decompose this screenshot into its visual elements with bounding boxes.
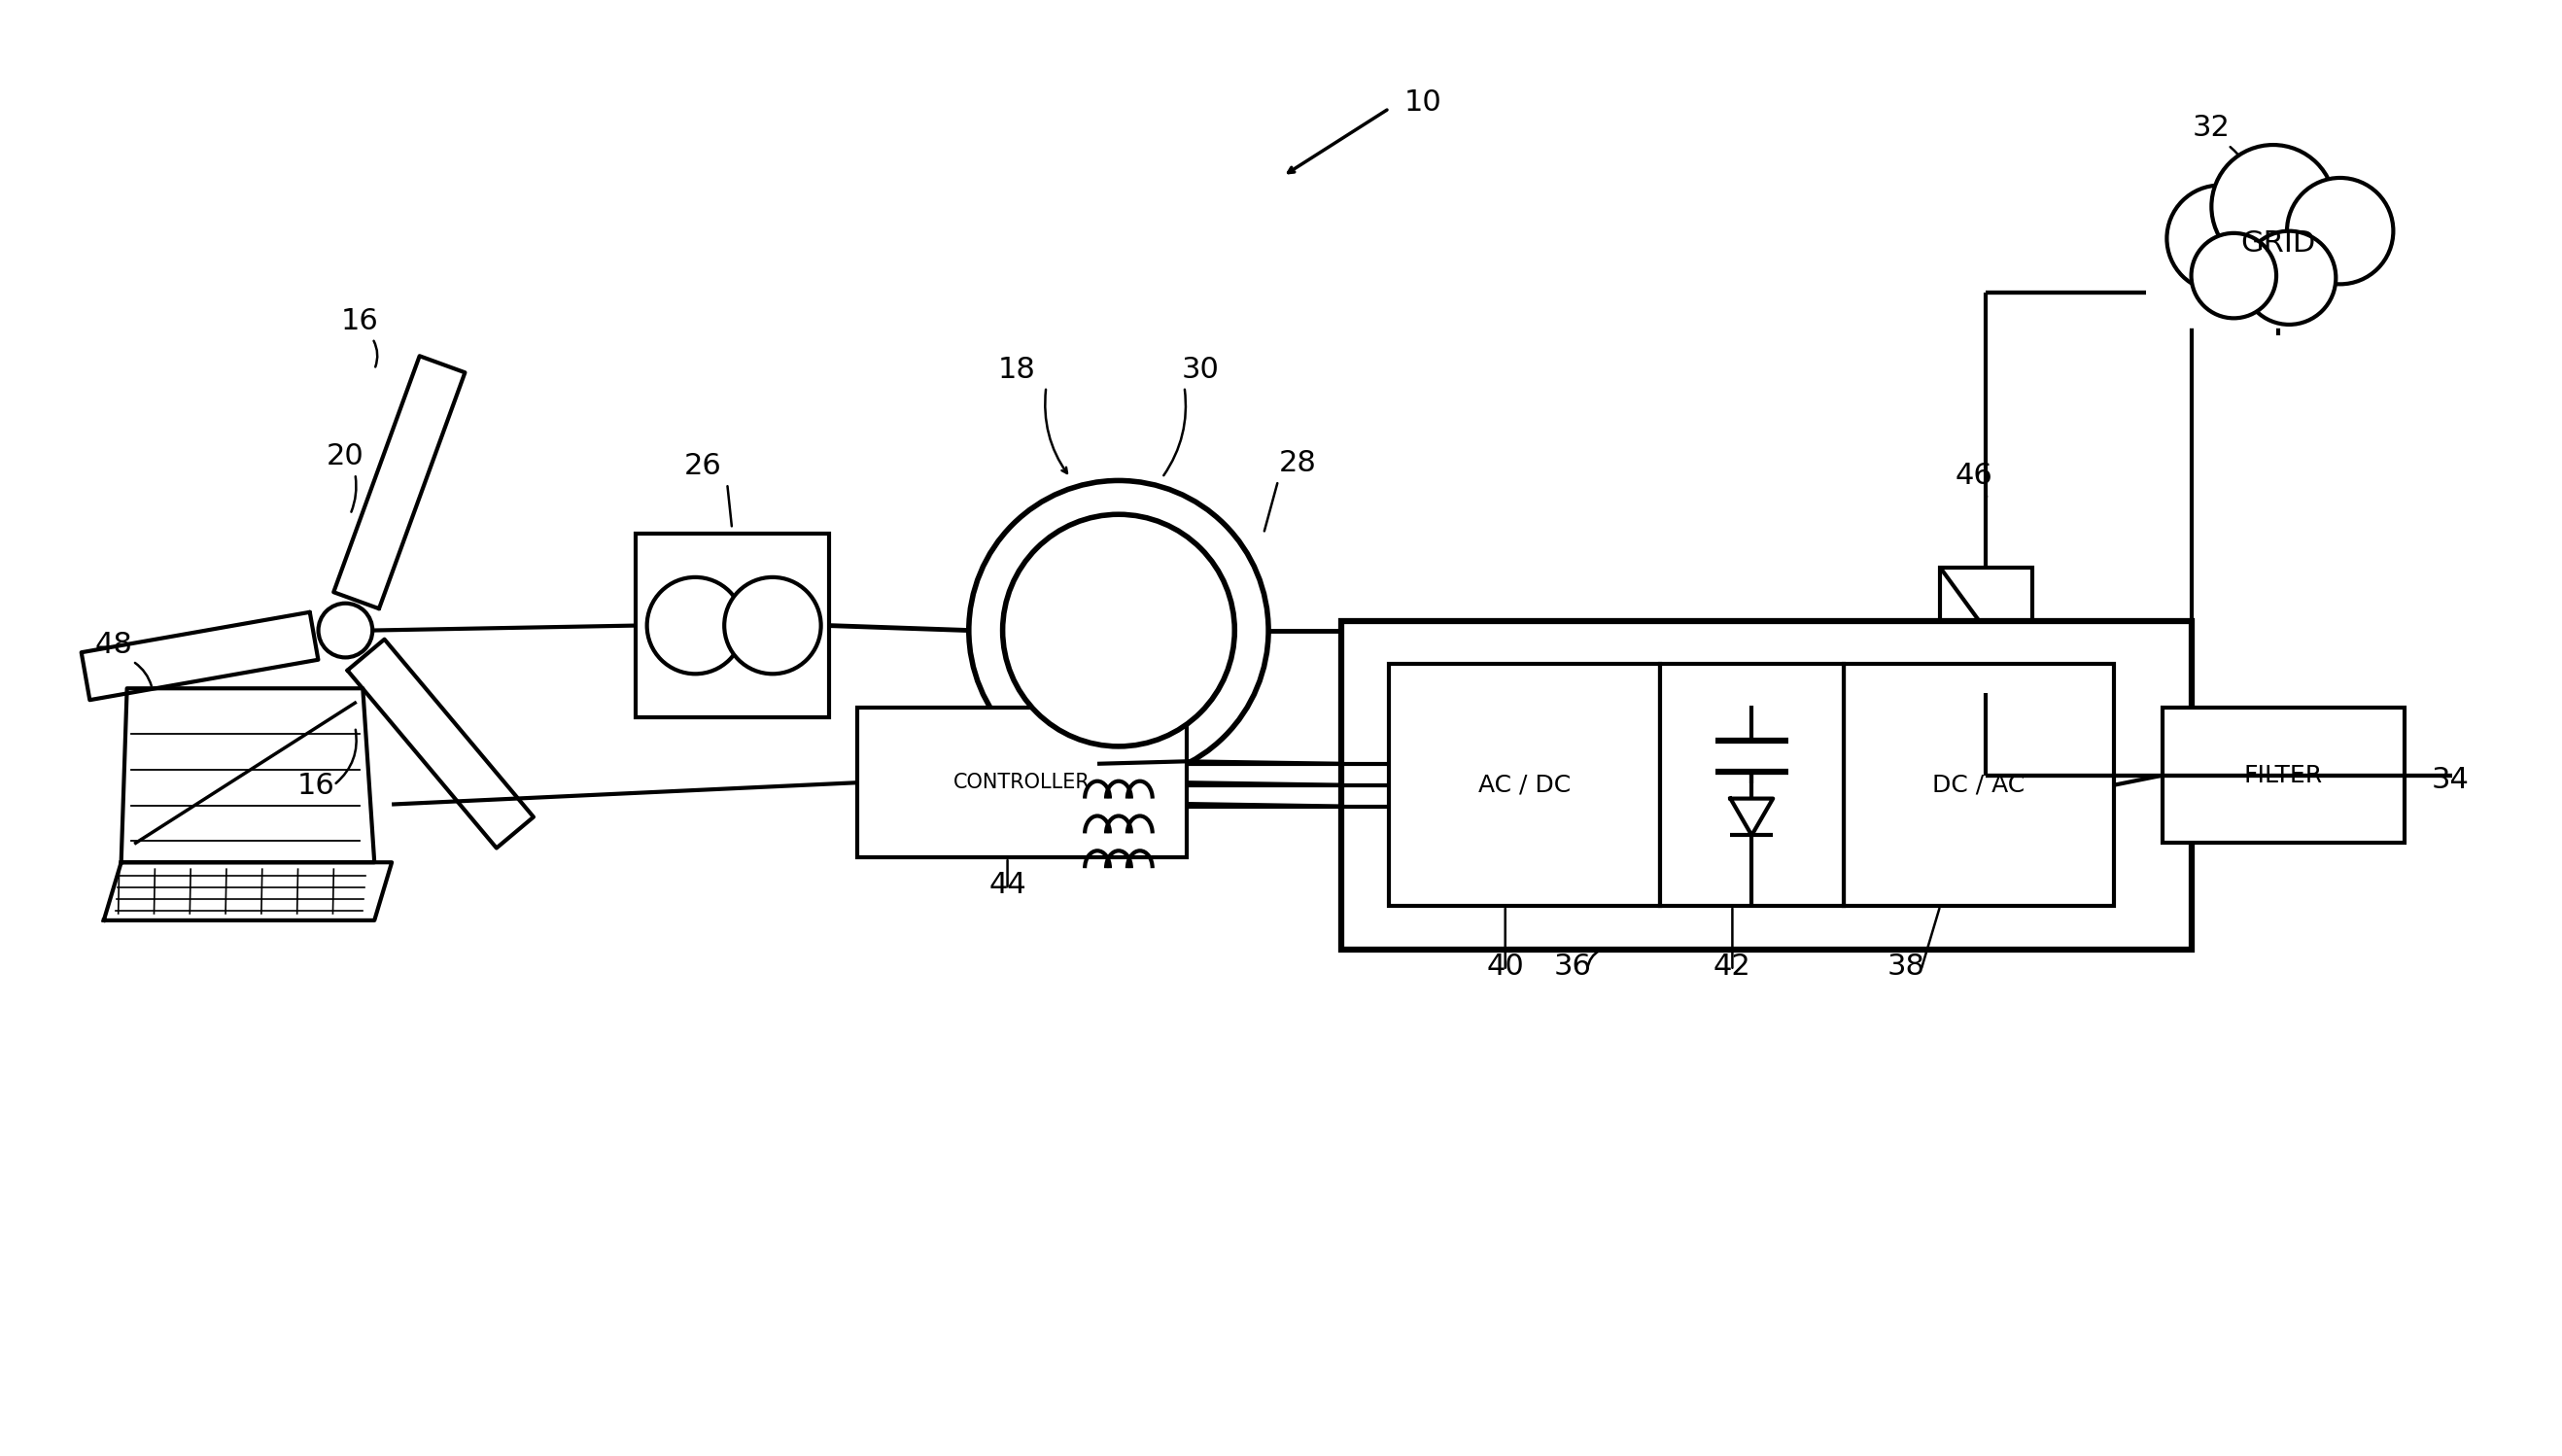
Text: 20: 20 [325, 443, 364, 470]
Text: 28: 28 [1278, 450, 1317, 478]
Text: 40: 40 [1486, 952, 1524, 980]
Text: 32: 32 [2193, 114, 2229, 143]
Polygon shape [105, 862, 392, 920]
Bar [1939, 568, 2032, 693]
Circle shape [318, 603, 371, 658]
FancyBboxPatch shape [2147, 197, 2411, 329]
Polygon shape [1729, 798, 1773, 836]
Text: 18: 18 [999, 355, 1035, 384]
Text: 36: 36 [1555, 952, 1591, 980]
Bar [1660, 664, 1845, 906]
Circle shape [968, 480, 1268, 780]
Text: 42: 42 [1714, 952, 1752, 980]
Circle shape [2211, 146, 2334, 268]
Circle shape [648, 577, 743, 674]
Polygon shape [348, 639, 533, 847]
Text: DC / AC: DC / AC [1932, 773, 2024, 796]
Text: 46: 46 [1955, 462, 1993, 491]
Bar [635, 534, 828, 718]
Circle shape [2288, 178, 2393, 284]
Bar [1389, 664, 1660, 906]
Text: 26: 26 [684, 453, 722, 480]
Circle shape [2191, 233, 2275, 319]
Bar [1340, 620, 2191, 949]
Text: CONTROLLER: CONTROLLER [953, 773, 1091, 792]
Circle shape [725, 577, 820, 674]
Bar [858, 708, 1186, 858]
Text: 44: 44 [989, 871, 1027, 900]
Polygon shape [120, 689, 374, 862]
Text: 30: 30 [1181, 355, 1220, 384]
Text: 16: 16 [297, 772, 336, 799]
Text: 34: 34 [2431, 766, 2470, 795]
Text: AC / DC: AC / DC [1478, 773, 1571, 796]
Text: 10: 10 [1404, 87, 1442, 116]
Text: GRID: GRID [2242, 230, 2316, 258]
Polygon shape [82, 612, 318, 700]
Circle shape [2242, 232, 2337, 325]
Text: FILTER: FILTER [2244, 764, 2324, 788]
Circle shape [2167, 185, 2272, 291]
Bar [1845, 664, 2114, 906]
Circle shape [1002, 514, 1235, 747]
Text: 16: 16 [341, 307, 379, 335]
Polygon shape [333, 355, 464, 609]
Bar [2162, 708, 2403, 843]
Text: 38: 38 [1888, 952, 1924, 980]
Text: 48: 48 [95, 632, 133, 660]
